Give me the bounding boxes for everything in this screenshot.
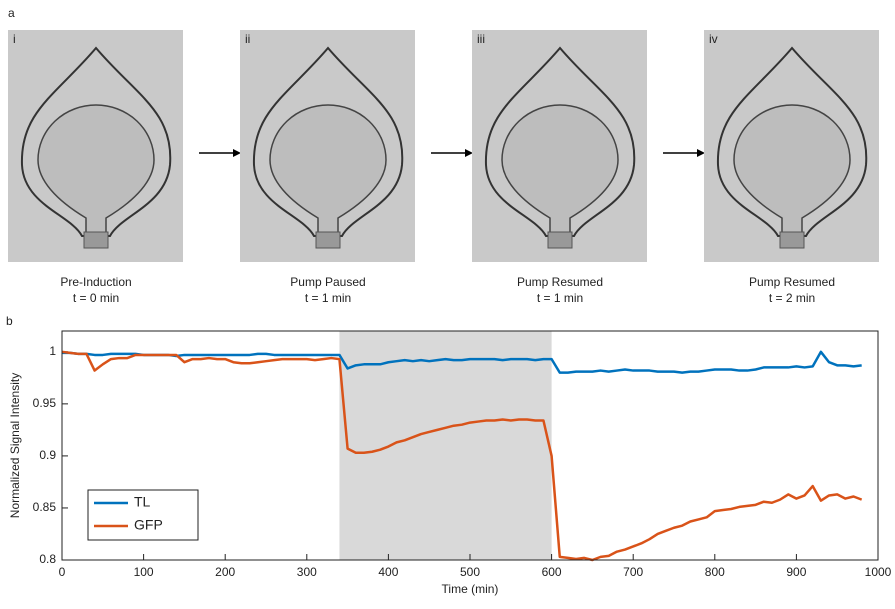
trap-stem <box>315 231 341 249</box>
trap-stem <box>779 231 805 249</box>
x-axis-label: Time (min) <box>442 582 499 596</box>
legend-label: GFP <box>134 517 163 533</box>
x-tick-label: 100 <box>134 565 154 579</box>
x-tick-label: 700 <box>623 565 643 579</box>
x-tick-label: 900 <box>786 565 806 579</box>
x-tick-label: 400 <box>378 565 398 579</box>
caption: t = 0 min <box>73 291 119 305</box>
caption: Pump Resumed <box>749 275 835 289</box>
x-tick-label: 800 <box>705 565 725 579</box>
x-tick-label: 0 <box>59 565 66 579</box>
caption: t = 1 min <box>537 291 583 305</box>
trap-outline <box>501 104 619 232</box>
shaded-region <box>339 331 552 560</box>
panel-numeral: i <box>13 32 16 46</box>
series-line <box>62 350 862 374</box>
trap-stem <box>83 231 109 249</box>
legend-label: TL <box>134 494 151 510</box>
x-tick-label: 600 <box>542 565 562 579</box>
arrowhead <box>233 149 241 157</box>
caption: t = 1 min <box>305 291 351 305</box>
panel-numeral: iv <box>709 32 718 46</box>
panel-label: b <box>6 314 13 328</box>
y-tick-label: 0.8 <box>39 552 56 566</box>
caption: Pump Resumed <box>517 275 603 289</box>
y-tick-label: 1 <box>49 344 56 358</box>
caption: t = 2 min <box>769 291 815 305</box>
panel-numeral: iii <box>477 32 485 46</box>
trap-outline <box>733 104 851 232</box>
y-tick-label: 0.9 <box>39 448 56 462</box>
arrowhead <box>697 149 705 157</box>
panel-label: a <box>8 6 15 20</box>
series-line <box>61 350 863 562</box>
y-axis-label: Normalized Signal Intensity <box>8 373 22 518</box>
trap-outline <box>37 104 155 232</box>
trap-outline <box>269 104 387 232</box>
panel-numeral: ii <box>245 32 250 46</box>
caption: Pump Paused <box>290 275 365 289</box>
x-tick-label: 200 <box>215 565 235 579</box>
arrowhead <box>465 149 473 157</box>
legend-box <box>87 489 199 541</box>
axes-box <box>61 330 879 561</box>
y-tick-label: 0.85 <box>33 500 57 514</box>
x-tick-label: 300 <box>297 565 317 579</box>
caption: Pre-Induction <box>60 275 131 289</box>
trap-stem <box>547 231 573 249</box>
x-tick-label: 500 <box>460 565 480 579</box>
x-tick-label: 1000 <box>865 565 892 579</box>
y-tick-label: 0.95 <box>33 396 57 410</box>
